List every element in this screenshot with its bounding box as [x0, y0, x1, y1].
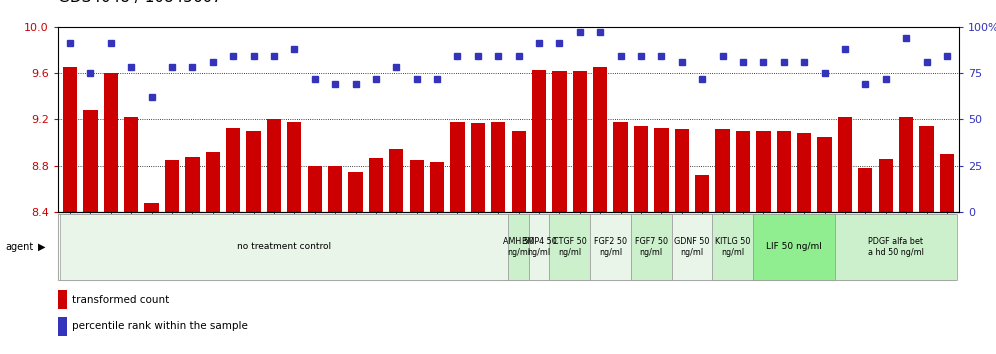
Bar — [529, 214, 549, 280]
Bar — [349, 172, 363, 212]
Bar — [430, 162, 444, 212]
Bar — [899, 117, 913, 212]
Bar — [838, 117, 853, 212]
Bar — [593, 67, 608, 212]
Bar — [104, 73, 118, 212]
Bar — [409, 160, 424, 212]
Text: LIF 50 ng/ml: LIF 50 ng/ml — [766, 242, 822, 251]
Bar — [756, 131, 771, 212]
Text: PDGF alfa bet
a hd 50 ng/ml: PDGF alfa bet a hd 50 ng/ml — [868, 237, 924, 257]
Bar — [835, 214, 957, 280]
Bar — [919, 126, 933, 212]
Bar — [715, 129, 730, 212]
Bar — [532, 69, 546, 212]
Bar — [549, 214, 590, 280]
Bar — [512, 131, 526, 212]
Bar — [369, 158, 383, 212]
Bar — [491, 122, 505, 212]
Bar — [328, 166, 343, 212]
Bar — [590, 214, 630, 280]
Text: BMP4 50
ng/ml: BMP4 50 ng/ml — [522, 237, 557, 257]
Text: FGF2 50
ng/ml: FGF2 50 ng/ml — [594, 237, 626, 257]
Bar — [712, 214, 753, 280]
Bar — [267, 119, 281, 212]
Bar — [308, 166, 322, 212]
Bar — [753, 214, 835, 280]
Bar — [60, 214, 508, 280]
Bar — [859, 168, 872, 212]
Bar — [389, 149, 403, 212]
Text: agent: agent — [5, 242, 33, 252]
Text: transformed count: transformed count — [72, 295, 169, 305]
Bar — [508, 214, 529, 280]
Bar — [674, 129, 689, 212]
Bar — [654, 127, 668, 212]
Bar — [614, 122, 627, 212]
Bar — [553, 71, 567, 212]
Bar — [246, 131, 261, 212]
Text: GDNF 50
ng/ml: GDNF 50 ng/ml — [674, 237, 710, 257]
Bar — [84, 110, 98, 212]
Text: GDS4048 / 10845607: GDS4048 / 10845607 — [58, 0, 222, 5]
Bar — [573, 71, 587, 212]
Bar — [450, 122, 464, 212]
Bar — [185, 156, 199, 212]
Text: FGF7 50
ng/ml: FGF7 50 ng/ml — [634, 237, 667, 257]
Text: ▶: ▶ — [38, 242, 46, 252]
Text: no treatment control: no treatment control — [237, 242, 332, 251]
Bar — [818, 137, 832, 212]
Bar — [797, 133, 812, 212]
Bar — [878, 159, 892, 212]
Bar — [164, 160, 179, 212]
Bar — [630, 214, 671, 280]
Bar — [633, 126, 648, 212]
Bar — [671, 214, 712, 280]
Bar — [287, 122, 302, 212]
Bar — [226, 127, 240, 212]
Bar — [58, 317, 67, 336]
Bar — [63, 67, 77, 212]
Bar — [736, 131, 750, 212]
Bar — [124, 117, 138, 212]
Text: AMH 50
ng/ml: AMH 50 ng/ml — [503, 237, 534, 257]
Bar — [940, 154, 954, 212]
Bar — [695, 175, 709, 212]
Text: CTGF 50
ng/ml: CTGF 50 ng/ml — [553, 237, 587, 257]
Bar — [58, 291, 67, 309]
Text: percentile rank within the sample: percentile rank within the sample — [72, 321, 248, 331]
Bar — [777, 131, 791, 212]
Bar — [205, 152, 220, 212]
Bar — [471, 123, 485, 212]
Text: KITLG 50
ng/ml: KITLG 50 ng/ml — [715, 237, 750, 257]
Bar — [144, 203, 158, 212]
